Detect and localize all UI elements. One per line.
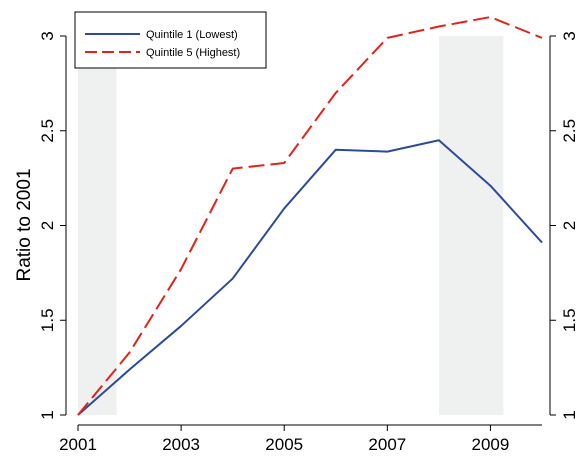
y-tick-label-right: 2.5 bbox=[560, 119, 578, 143]
x-tick-label: 2007 bbox=[368, 435, 406, 454]
x-tick-label: 2009 bbox=[472, 435, 510, 454]
y-tick-label-left: 3 bbox=[38, 31, 57, 40]
recession-shading bbox=[78, 36, 504, 415]
y-tick-label-right: 1 bbox=[560, 410, 578, 419]
y-axis-right-ticks: 1 1.5 2 2.5 3 bbox=[550, 31, 578, 420]
series-line-quintile-1 bbox=[77, 139, 543, 416]
y-axis-title: Ratio to 2001 bbox=[14, 168, 35, 281]
legend-label-quintile-1: Quintile 1 (Lowest) bbox=[146, 29, 238, 41]
legend-label-quintile-5: Quintile 5 (Highest) bbox=[146, 47, 240, 59]
shaded-period-2 bbox=[438, 36, 504, 415]
legend-box bbox=[74, 11, 267, 69]
y-tick-label-right: 2 bbox=[560, 221, 578, 230]
series-lines bbox=[77, 16, 543, 416]
y-tick-label-right: 1.5 bbox=[560, 308, 578, 332]
series-line-quintile-5 bbox=[77, 16, 543, 416]
y-tick-label-left: 2.5 bbox=[38, 119, 57, 143]
y-tick-label-left: 1 bbox=[38, 410, 57, 419]
y-tick-label-left: 1.5 bbox=[38, 308, 57, 332]
x-tick-label: 2001 bbox=[59, 435, 97, 454]
y-tick-label-right: 3 bbox=[560, 31, 578, 40]
x-tick-label: 2003 bbox=[162, 435, 200, 454]
y-axis-left-ticks: 1 1.5 2 2.5 3 bbox=[38, 31, 66, 420]
x-axis-ticks: 2001 2003 2005 2007 2009 bbox=[59, 425, 509, 454]
legend: Quintile 1 (Lowest) Quintile 5 (Highest) bbox=[74, 11, 267, 69]
y-tick-label-left: 2 bbox=[38, 221, 57, 230]
x-tick-label: 2005 bbox=[265, 435, 303, 454]
shaded-period-1 bbox=[78, 36, 117, 415]
